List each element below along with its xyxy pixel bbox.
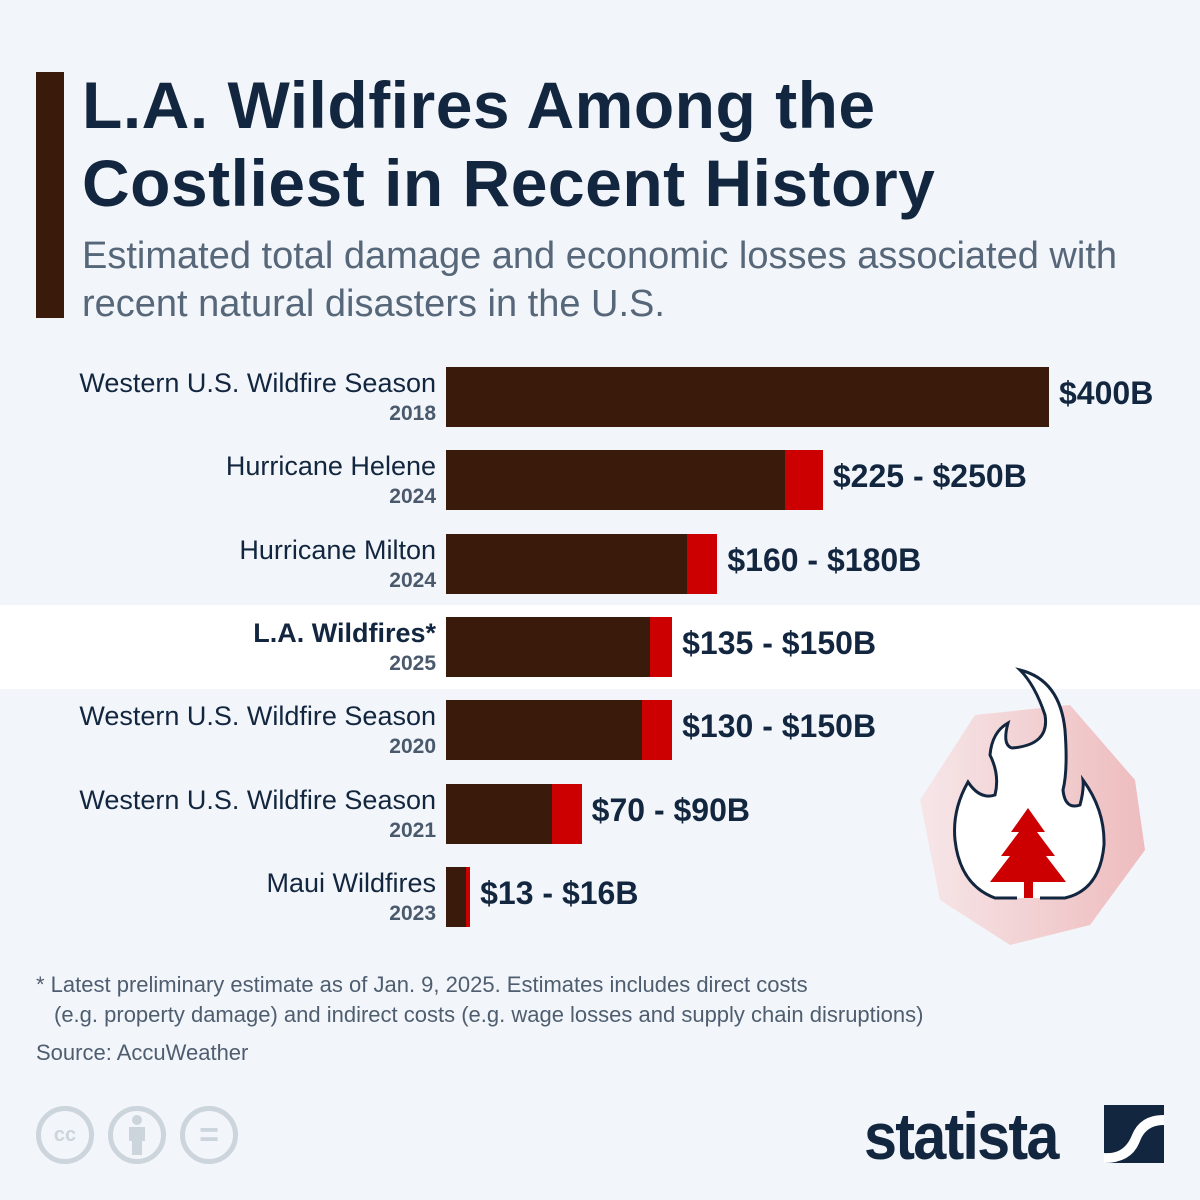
- bar-low: [446, 450, 786, 510]
- bar-row: Western U.S. Wildfire Season 2018 $400B: [0, 367, 1200, 451]
- bar-range: [551, 784, 582, 844]
- fire-tree-icon: [920, 667, 1145, 945]
- category-year: 2025: [389, 652, 436, 675]
- category-year: 2024: [389, 485, 436, 508]
- no-derivatives-icon[interactable]: =: [180, 1106, 238, 1164]
- footnote-line-2: (e.g. property damage) and indirect cost…: [54, 1002, 924, 1027]
- footnote-line-1: * Latest preliminary estimate as of Jan.…: [36, 972, 808, 997]
- bar-low: [446, 617, 650, 677]
- row-label: Hurricane Milton 2024: [0, 534, 436, 596]
- bar-low: [446, 367, 1049, 427]
- title-line-1: L.A. Wildfires Among the: [82, 68, 876, 142]
- row-label: Western U.S. Wildfire Season 2018: [0, 367, 436, 429]
- bar-low: [446, 534, 688, 594]
- row-label: Western U.S. Wildfire Season 2020: [0, 700, 436, 762]
- bar-low: [446, 700, 642, 760]
- bar-row: Western U.S. Wildfire Season 2021 $70 - …: [0, 784, 1200, 868]
- bar-row: Hurricane Milton 2024 $160 - $180B: [0, 534, 1200, 618]
- category-name: Western U.S. Wildfire Season: [79, 701, 436, 731]
- category-name: Maui Wildfires: [266, 868, 436, 898]
- category-name: Hurricane Helene: [225, 451, 436, 481]
- category-year: 2023: [389, 902, 436, 925]
- category-year: 2020: [389, 735, 436, 758]
- bar-range: [687, 534, 718, 594]
- statista-logo[interactable]: statista: [864, 1099, 1059, 1173]
- bar-range: [649, 617, 673, 677]
- category-name: Western U.S. Wildfire Season: [79, 368, 436, 398]
- bar-low: [446, 867, 466, 927]
- row-label: Western U.S. Wildfire Season 2021: [0, 784, 436, 846]
- subtitle: Estimated total damage and economic loss…: [82, 235, 1117, 325]
- bar-row: Maui Wildfires 2023 $13 - $16B: [0, 867, 1200, 951]
- bar-range: [465, 867, 471, 927]
- bar-row: L.A. Wildfires* 2025 $135 - $150B: [0, 617, 1200, 701]
- row-label: Hurricane Helene 2024: [0, 450, 436, 512]
- source: Source: AccuWeather: [36, 1040, 249, 1065]
- row-label: Maui Wildfires 2023: [0, 867, 436, 929]
- value-label: $135 - $150B: [682, 625, 877, 661]
- bar-row: Hurricane Helene 2024 $225 - $250B: [0, 450, 1200, 534]
- category-name: L.A. Wildfires*: [253, 618, 436, 648]
- category-year: 2018: [389, 402, 436, 425]
- cc-icon[interactable]: cc: [36, 1106, 94, 1164]
- bar-range: [641, 700, 673, 760]
- value-label: $130 - $150B: [682, 708, 877, 744]
- bar-range: [785, 450, 823, 510]
- footnote: * Latest preliminary estimate as of Jan.…: [36, 970, 923, 1030]
- value-label: $225 - $250B: [832, 458, 1027, 494]
- title-line-2: Costliest in Recent History: [82, 146, 936, 220]
- value-label: $160 - $180B: [727, 542, 922, 578]
- category-name: Western U.S. Wildfire Season: [79, 785, 436, 815]
- row-label: L.A. Wildfires* 2025: [0, 617, 436, 679]
- value-label: $13 - $16B: [480, 875, 639, 911]
- value-label: $70 - $90B: [591, 792, 750, 828]
- value-label: $400B: [1059, 375, 1154, 411]
- category-name: Hurricane Milton: [239, 535, 436, 565]
- category-year: 2021: [389, 819, 436, 842]
- statista-logo-mark-icon: [1104, 1105, 1164, 1163]
- title-accent-bar: [36, 72, 64, 318]
- category-year: 2024: [389, 569, 436, 592]
- attribution-icon[interactable]: [108, 1106, 166, 1164]
- page-title: L.A. Wildfires Among the Costliest in Rec…: [82, 66, 935, 222]
- bar-low: [446, 784, 552, 844]
- bar-row: Western U.S. Wildfire Season 2020 $130 -…: [0, 700, 1200, 784]
